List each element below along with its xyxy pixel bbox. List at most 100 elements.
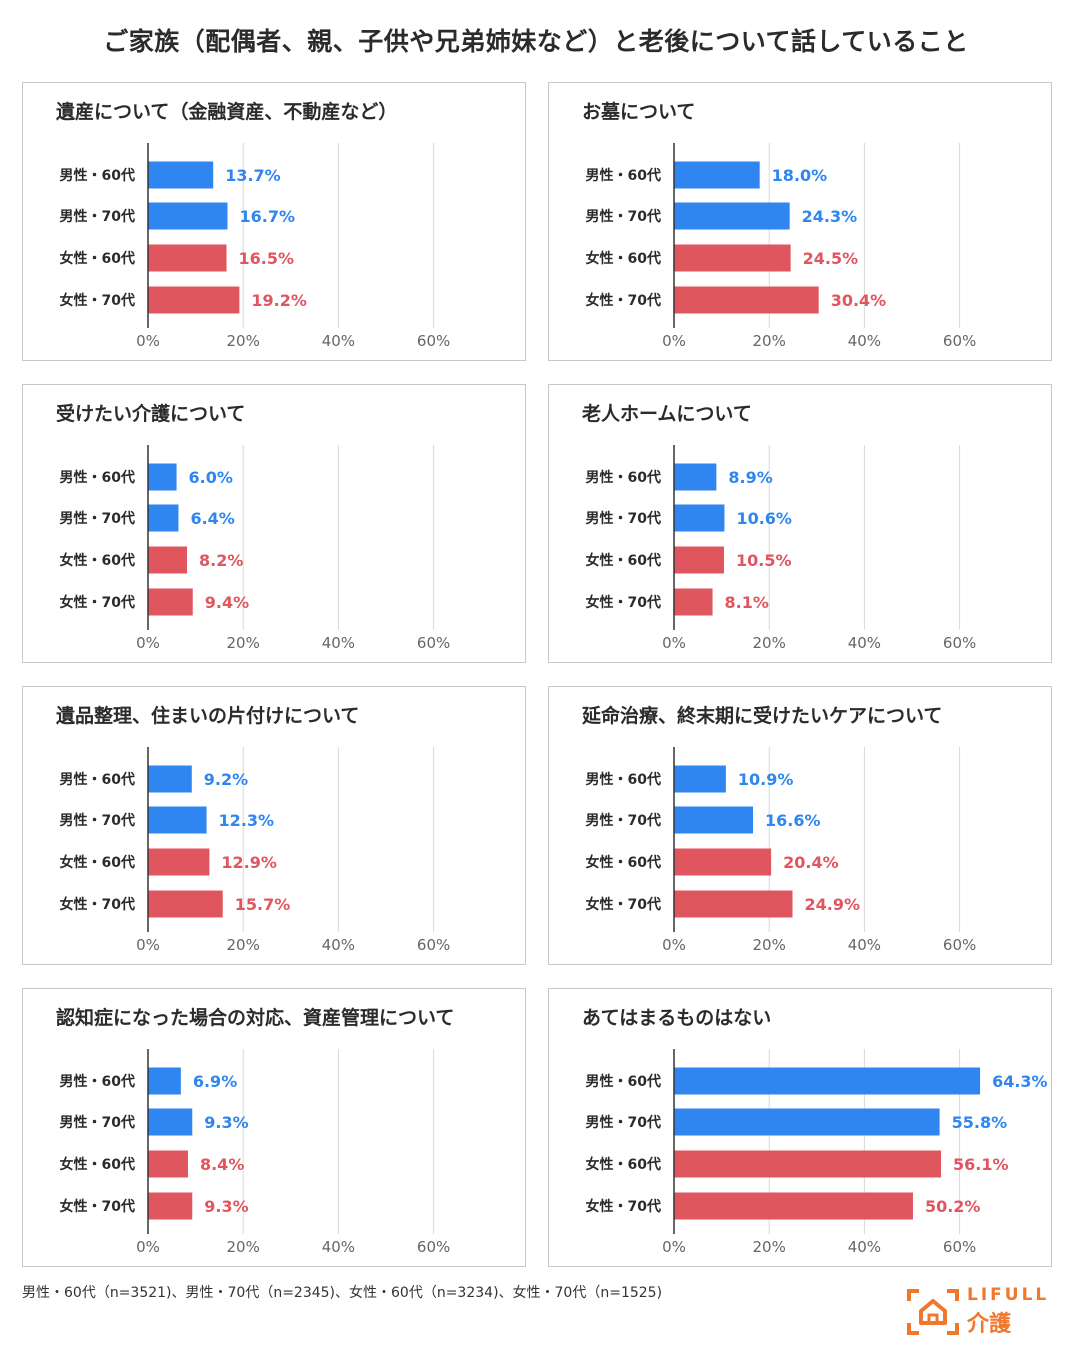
chart-title: あてはまるものはない (582, 1007, 772, 1029)
bar (148, 1108, 193, 1136)
x-tick-label: 20% (227, 1238, 260, 1256)
category-label: 男性・60代 (60, 469, 135, 486)
bar-chart: 0% 20% 40% 60% 男性・60代 9.2% 男性・70代 12.3% 女性・60代 12… (60, 747, 450, 954)
x-tick-label: 60% (417, 332, 450, 350)
chart-panel: 認知症になった場合の対応、資産管理について 0% 20% 40% 60% 男性・60代 6.… (22, 988, 526, 1267)
category-label: 女性・60代 (60, 250, 135, 267)
category-label: 男性・70代 (586, 510, 661, 527)
x-tick-label: 0% (136, 936, 160, 954)
x-tick-label: 40% (322, 936, 355, 954)
data-label: 64.3% (992, 1072, 1048, 1091)
category-label: 男性・70代 (586, 208, 661, 225)
data-label: 18.0% (772, 166, 828, 185)
category-label: 男性・70代 (60, 1114, 135, 1131)
bar (148, 546, 188, 574)
x-tick-label: 40% (848, 634, 881, 652)
chart-panel: 遺産について（金融資産、不動産など） 0% 20% 40% 60% 男性・60代 13.7%… (22, 82, 526, 361)
data-label: 16.5% (239, 249, 295, 268)
x-tick-label: 0% (136, 332, 160, 350)
x-tick-label: 20% (227, 936, 260, 954)
data-label: 12.3% (219, 811, 275, 830)
x-tick-label: 0% (662, 634, 686, 652)
bar (674, 463, 717, 491)
bar (674, 244, 791, 272)
x-tick-label: 60% (417, 1238, 450, 1256)
chart-title: 延命治療、終末期に受けたいケアについて (582, 705, 943, 727)
category-label: 男性・60代 (60, 1073, 135, 1090)
data-label: 19.2% (251, 291, 307, 310)
bar-chart: 0% 20% 40% 60% 男性・60代 13.7% 男性・70代 16.7% 女性・60代 1… (60, 143, 450, 350)
bar (148, 765, 192, 793)
data-label: 12.9% (221, 853, 277, 872)
x-tick-label: 20% (753, 936, 786, 954)
chart-title: 受けたい介護について (56, 403, 246, 425)
x-tick-label: 20% (227, 634, 260, 652)
chart-title: 認知症になった場合の対応、資産管理について (56, 1007, 455, 1029)
bar-chart: 0% 20% 40% 60% 男性・60代 6.0% 男性・70代 6.4% 女性・60代 8.2… (60, 445, 450, 652)
category-label: 男性・70代 (60, 510, 135, 527)
bar (148, 806, 207, 834)
chart-title: 老人ホームについて (582, 403, 752, 425)
x-tick-label: 40% (848, 332, 881, 350)
bar-chart: 0% 20% 40% 60% 男性・60代 8.9% 男性・70代 10.6% 女性・60代 10… (586, 445, 976, 652)
footnote: 男性・60代（n=3521)、男性・70代（n=2345)、女性・60代（n=3… (22, 1285, 663, 1301)
chart-panel: 受けたい介護について 0% 20% 40% 60% 男性・60代 6.0% 男性・70代 6.4… (22, 384, 526, 663)
x-tick-label: 60% (417, 634, 450, 652)
x-tick-label: 20% (753, 1238, 786, 1256)
chart-panel: 老人ホームについて 0% 20% 40% 60% 男性・60代 8.9% 男性・70代 10.6… (548, 384, 1052, 663)
bar (148, 202, 228, 230)
bar (674, 848, 772, 876)
bar (148, 244, 227, 272)
data-label: 24.3% (802, 207, 858, 226)
chart-title: 遺品整理、住まいの片付けについて (56, 705, 360, 727)
house-frame-icon (907, 1289, 959, 1335)
data-label: 9.3% (204, 1197, 248, 1216)
data-label: 8.1% (725, 593, 769, 612)
category-label: 男性・70代 (586, 812, 661, 829)
category-label: 男性・60代 (586, 469, 661, 486)
chart-title: お墓について (582, 101, 696, 123)
x-tick-label: 60% (943, 332, 976, 350)
category-label: 女性・70代 (60, 594, 135, 611)
bar-chart: 0% 20% 40% 60% 男性・60代 18.0% 男性・70代 24.3% 女性・60代 2… (586, 143, 976, 350)
x-tick-label: 0% (136, 634, 160, 652)
bar-chart: 0% 20% 40% 60% 男性・60代 64.3% 男性・70代 55.8% 女性・60代 5… (586, 1049, 1048, 1256)
category-label: 女性・70代 (60, 1198, 135, 1215)
x-tick-label: 40% (848, 936, 881, 954)
bar-chart: 0% 20% 40% 60% 男性・60代 6.9% 男性・70代 9.3% 女性・60代 8.4… (60, 1049, 450, 1256)
x-tick-label: 20% (753, 634, 786, 652)
data-label: 6.9% (193, 1072, 237, 1091)
bar (674, 588, 713, 616)
bar (674, 1067, 981, 1095)
data-label: 55.8% (952, 1113, 1008, 1132)
x-tick-label: 0% (662, 332, 686, 350)
x-tick-label: 60% (943, 936, 976, 954)
x-tick-label: 60% (417, 936, 450, 954)
bar (674, 1150, 942, 1178)
x-tick-label: 0% (136, 1238, 160, 1256)
bar (148, 1192, 193, 1220)
category-label: 男性・60代 (586, 771, 661, 788)
bar (674, 161, 760, 189)
category-label: 女性・70代 (60, 292, 135, 309)
bar (148, 1150, 188, 1178)
category-label: 男性・70代 (60, 812, 135, 829)
category-label: 女性・70代 (586, 896, 661, 913)
x-tick-label: 0% (662, 936, 686, 954)
logo-subtext: 介護 (967, 1312, 1012, 1337)
main-title: ご家族（配偶者、親、子供や兄弟姉妹など）と老後について話していること (103, 27, 969, 56)
category-label: 男性・70代 (586, 1114, 661, 1131)
data-label: 16.6% (765, 811, 821, 830)
logo-wordmark: LIFULL (967, 1285, 1050, 1305)
chart-panel: あてはまるものはない 0% 20% 40% 60% 男性・60代 64.3% 男性・70代 55… (548, 988, 1052, 1267)
bar (148, 890, 223, 918)
data-label: 8.2% (199, 551, 243, 570)
chart-panel: 延命治療、終末期に受けたいケアについて 0% 20% 40% 60% 男性・60代 10.9… (548, 686, 1052, 965)
category-label: 女性・60代 (586, 854, 661, 871)
x-tick-label: 40% (322, 634, 355, 652)
data-label: 9.2% (204, 770, 248, 789)
data-label: 8.4% (200, 1155, 244, 1174)
bar (148, 286, 240, 314)
x-tick-label: 60% (943, 1238, 976, 1256)
data-label: 10.5% (736, 551, 792, 570)
